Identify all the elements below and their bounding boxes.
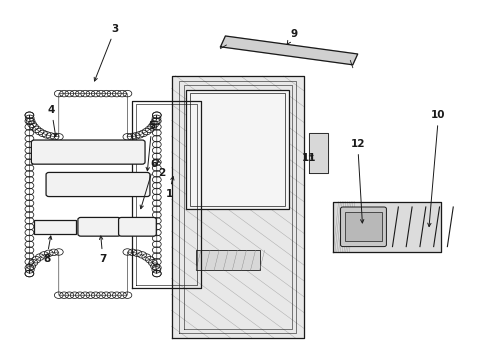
Text: GT: GT [92,222,106,232]
Polygon shape [220,36,358,65]
Bar [190,93,285,206]
FancyBboxPatch shape [46,172,150,197]
Text: 8: 8 [43,236,52,264]
Text: 9: 9 [287,29,297,44]
Text: 7: 7 [99,236,107,264]
Text: SE: SE [131,222,144,232]
FancyBboxPatch shape [78,217,121,236]
Text: 12: 12 [350,139,365,223]
Bar [186,90,289,209]
Text: TRANS: TRANS [69,147,108,157]
Text: 5: 5 [146,121,155,171]
Text: 1: 1 [166,176,174,199]
Text: SPORT: SPORT [79,180,117,189]
Text: 4: 4 [48,105,57,136]
Text: 2: 2 [157,160,165,178]
FancyBboxPatch shape [31,140,145,164]
Polygon shape [333,202,441,252]
Bar [196,250,260,270]
Text: 6: 6 [140,159,158,209]
Bar [34,220,76,234]
Polygon shape [172,76,304,338]
Text: ABS: ABS [45,222,65,231]
Polygon shape [309,133,328,173]
FancyBboxPatch shape [341,207,387,247]
FancyBboxPatch shape [119,217,156,236]
Text: 11: 11 [301,153,316,163]
Text: 10: 10 [428,110,446,226]
Text: 3: 3 [94,24,119,81]
Bar [345,212,382,241]
